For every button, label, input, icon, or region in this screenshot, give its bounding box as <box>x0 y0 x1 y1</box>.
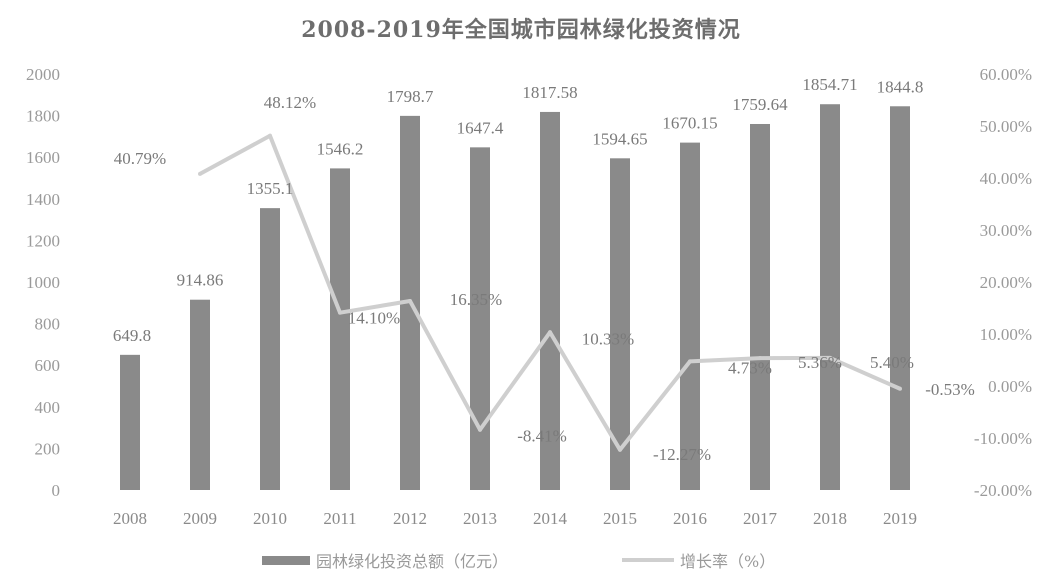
right-axis-tick-label: -20.00% <box>974 481 1032 500</box>
x-axis-tick-label: 2015 <box>603 509 637 528</box>
x-axis-tick-label: 2013 <box>463 509 497 528</box>
line-value-label: -8.41% <box>517 427 567 446</box>
legend-swatch-bar <box>262 556 310 565</box>
line-value-label: 48.12% <box>264 93 316 112</box>
line-value-label: 10.33% <box>582 329 634 348</box>
line-point <box>478 428 482 432</box>
bar-value-label: 1798.7 <box>387 87 434 106</box>
bar-value-label: 1546.2 <box>317 139 364 158</box>
line-point <box>548 330 552 334</box>
x-axis-tick-label: 2010 <box>253 509 287 528</box>
line-value-label: 16.35% <box>450 290 502 309</box>
bar <box>330 168 350 490</box>
line-point <box>268 134 272 138</box>
left-axis-tick-label: 800 <box>35 315 61 334</box>
left-axis-tick-label: 0 <box>52 481 61 500</box>
left-axis-tick-label: 1400 <box>26 190 60 209</box>
bar-value-label: 1647.4 <box>457 118 504 137</box>
line-point <box>688 359 692 363</box>
bar <box>190 300 210 490</box>
bar-value-label: 1670.15 <box>662 114 717 133</box>
line-value-label: 40.79% <box>114 149 166 168</box>
legend-item-line: 增长率（%） <box>622 548 775 572</box>
line-point <box>618 448 622 452</box>
right-axis-tick-label: 20.00% <box>980 273 1032 292</box>
line-point <box>338 311 342 315</box>
left-axis-tick-label: 1600 <box>26 148 60 167</box>
left-axis-tick-label: 600 <box>35 356 61 375</box>
bar-value-label: 1854.71 <box>802 75 857 94</box>
legend-item-bar: 园林绿化投资总额（亿元） <box>262 548 508 572</box>
x-axis-tick-label: 2011 <box>323 509 356 528</box>
right-axis-tick-label: 10.00% <box>980 325 1032 344</box>
line-value-label: -12.27% <box>653 445 711 464</box>
legend-swatch-line <box>622 558 674 562</box>
right-axis-tick-label: -10.00% <box>974 429 1032 448</box>
x-axis-tick-label: 2016 <box>673 509 707 528</box>
bar-value-label: 1844.8 <box>877 77 924 96</box>
right-axis-tick-label: 30.00% <box>980 221 1032 240</box>
x-axis-tick-label: 2009 <box>183 509 217 528</box>
right-axis-tick-label: 0.00% <box>988 377 1032 396</box>
x-axis-tick-label: 2017 <box>743 509 778 528</box>
x-axis-tick-label: 2008 <box>113 509 147 528</box>
bar <box>750 124 770 490</box>
bar-value-label: 1817.58 <box>522 83 577 102</box>
x-axis-tick-label: 2014 <box>533 509 568 528</box>
bar <box>890 106 910 490</box>
bar-value-label: 649.8 <box>113 326 151 345</box>
bar <box>680 143 700 490</box>
right-axis-tick-label: 40.00% <box>980 169 1032 188</box>
line-point <box>898 387 902 391</box>
bar <box>260 208 280 490</box>
line-point <box>198 172 202 176</box>
line-point <box>408 299 412 303</box>
left-axis-tick-label: 1000 <box>26 273 60 292</box>
x-axis-tick-label: 2019 <box>883 509 917 528</box>
bar-value-label: 914.86 <box>177 271 224 290</box>
right-axis-tick-label: 50.00% <box>980 117 1032 136</box>
left-axis-tick-label: 200 <box>35 439 61 458</box>
bar <box>120 355 140 490</box>
legend-label-bar: 园林绿化投资总额（亿元） <box>316 548 508 572</box>
line-value-label: 14.10% <box>348 309 400 328</box>
right-axis-tick-label: 60.00% <box>980 65 1032 84</box>
bar <box>470 147 490 490</box>
bar <box>820 104 840 490</box>
left-axis-tick-label: 1200 <box>26 231 60 250</box>
legend-label-line: 增长率（%） <box>680 548 775 572</box>
x-axis-tick-label: 2012 <box>393 509 427 528</box>
bar-value-label: 1594.65 <box>592 129 647 148</box>
line-value-label: 5.36% <box>798 353 842 372</box>
left-axis-tick-label: 400 <box>35 398 61 417</box>
line-value-label: 5.40% <box>870 353 914 372</box>
x-axis-tick-label: 2018 <box>813 509 847 528</box>
line-value-label: 4.73% <box>728 358 772 377</box>
line-value-label: -0.53% <box>925 380 975 399</box>
bar-value-label: 1759.64 <box>732 95 788 114</box>
left-axis-tick-label: 1800 <box>26 107 60 126</box>
legend: 园林绿化投资总额（亿元） 增长率（%） <box>0 548 1042 572</box>
left-axis-tick-label: 2000 <box>26 65 60 84</box>
bar-value-label: 1355.1 <box>247 179 294 198</box>
